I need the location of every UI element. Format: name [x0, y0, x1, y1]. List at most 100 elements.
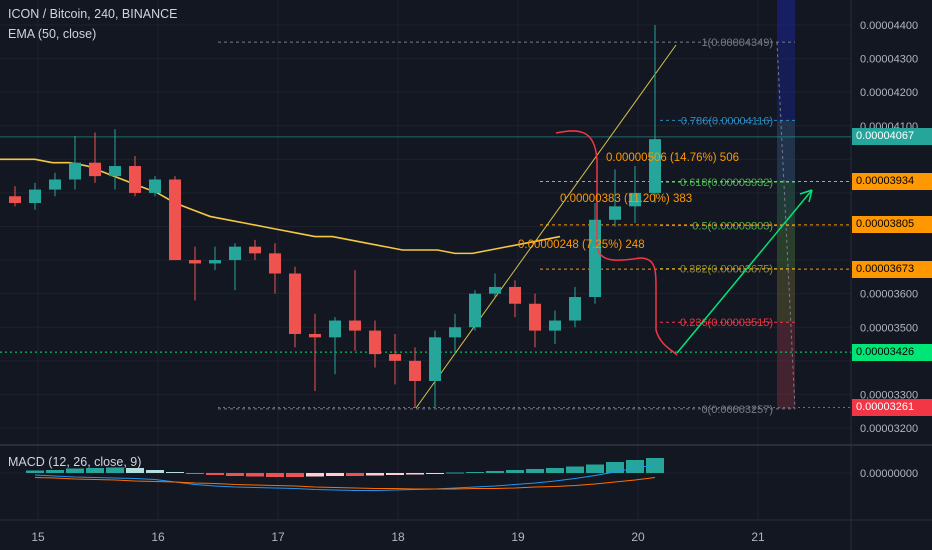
candle-body [649, 139, 661, 193]
candle [629, 166, 641, 224]
macd-histogram-bar [386, 473, 404, 475]
fib-level-label: 0.236(0.00003515) [680, 317, 773, 329]
ema-line [0, 158, 561, 255]
price-axis-label: 0.00004200 [860, 87, 918, 99]
candle-body [549, 320, 561, 331]
time-axis-label: 21 [751, 530, 765, 544]
candle-body [29, 189, 41, 203]
projection-curve [555, 130, 678, 356]
fib-level-label: 0(0.00003257) [701, 404, 773, 416]
macd-histogram-bar [586, 464, 604, 473]
fib-level-label: 0.618(0.00003932) [680, 177, 773, 189]
candle-body [469, 293, 481, 328]
time-axis-label: 18 [391, 530, 405, 544]
macd-histogram-bar [166, 472, 184, 473]
candle [329, 317, 341, 375]
macd-line [34, 464, 656, 491]
fib-zone [777, 0, 795, 43]
macd-histogram-bar [566, 466, 584, 473]
fib-trend-line [776, 42, 796, 409]
macd-histogram-bar [266, 473, 284, 477]
candle-body [289, 273, 301, 334]
candle [29, 182, 41, 210]
candle [49, 172, 61, 197]
time-axis-label: 16 [151, 530, 165, 544]
macd-histogram-bar [346, 473, 364, 476]
symbol-title[interactable]: ICON / Bitcoin, 240, BINANCE [8, 7, 178, 21]
macd-histogram-bar [146, 470, 164, 473]
price-tag: 0.00003261 [852, 399, 932, 416]
macd-histogram-bar [86, 468, 104, 473]
fib-level-label: 0.5(0.00003803) [692, 220, 773, 232]
fib-zone [777, 322, 795, 409]
candle-body [349, 320, 361, 331]
macd-histogram-bar [446, 472, 464, 474]
ema-indicator-label[interactable]: EMA (50, close) [8, 27, 97, 41]
arrow-head-icon [799, 189, 813, 203]
candle-body [309, 333, 321, 338]
candle [389, 333, 401, 385]
candle-body [209, 260, 221, 264]
candle-body [189, 260, 201, 264]
macd-histogram-bar [26, 470, 44, 473]
candle-body [229, 246, 241, 261]
fib-zone [777, 268, 795, 323]
price-axis-label: 0.00003600 [860, 289, 918, 301]
macd-histogram-bar [466, 472, 484, 473]
macd-indicator-label[interactable]: MACD (12, 26, close, 9) [8, 455, 142, 469]
candle [209, 246, 221, 271]
macd-histogram-bar [46, 470, 64, 473]
candle [189, 246, 201, 301]
macd-histogram-bar [366, 473, 384, 476]
price-axis-label: 0.00003200 [860, 423, 918, 435]
macd-histogram-bar [426, 473, 444, 474]
candle-body [429, 337, 441, 381]
price-axis-label: 0.00003500 [860, 322, 918, 334]
macd-histogram-bar [186, 473, 204, 474]
price-tag: 0.00003673 [852, 260, 932, 278]
price-axis-label: 0.00004400 [860, 20, 918, 32]
macd-histogram-bar [546, 468, 564, 473]
candle [549, 310, 561, 345]
candle [449, 313, 461, 355]
candle-body [389, 354, 401, 361]
price-tag: 0.00003426 [852, 343, 932, 361]
candle [509, 280, 521, 318]
measurement-label: 0.00000383 (11.20%) 383 [560, 193, 692, 205]
candle-body [49, 179, 61, 190]
candle [609, 169, 621, 227]
fib-level-label: 1(0.00004349) [701, 37, 773, 49]
time-axis-label: 19 [511, 530, 525, 544]
candle [249, 239, 261, 261]
candle [149, 176, 161, 197]
candle [469, 290, 481, 331]
price-axis-label: 0.00003300 [860, 389, 918, 401]
candle-body [629, 192, 641, 207]
candle-body [329, 320, 341, 338]
macd-histogram-bar [486, 471, 504, 473]
macd-histogram-bar [306, 473, 324, 477]
candle [309, 313, 321, 392]
candle [109, 129, 121, 190]
candle-body [9, 196, 21, 203]
macd-histogram-bar [406, 473, 424, 475]
macd-axis-label: 0.00000000 [860, 468, 918, 480]
candle-body [569, 297, 581, 321]
candle [229, 243, 241, 291]
fib-zone [777, 42, 795, 121]
candle [89, 132, 101, 183]
candle-body [589, 219, 601, 298]
projection-arrow [676, 189, 813, 354]
fib-zone [777, 120, 795, 183]
candle-body [129, 166, 141, 193]
trend-line [415, 44, 677, 409]
candle [569, 286, 581, 328]
price-tag: 0.00003934 [852, 172, 932, 190]
price-tag: 0.00003805 [852, 216, 932, 234]
macd-histogram-bar [606, 462, 624, 473]
macd-histogram-bar [626, 460, 644, 473]
fib-level-label: 0.786(0.00004116) [681, 115, 773, 127]
candle-body [509, 286, 521, 304]
